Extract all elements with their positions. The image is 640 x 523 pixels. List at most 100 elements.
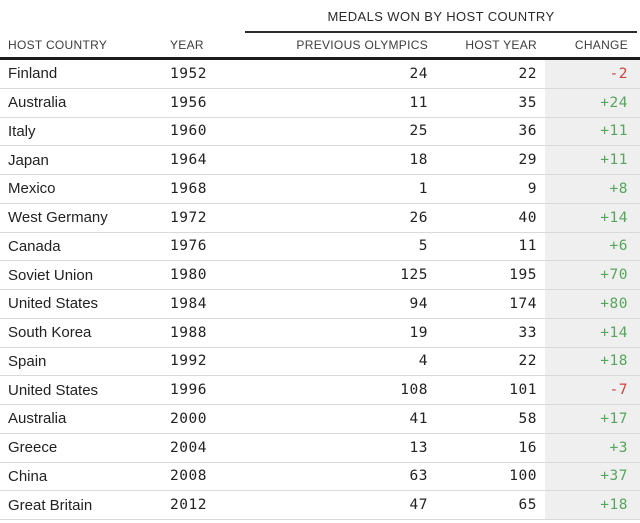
column-header-year: YEAR xyxy=(170,38,204,52)
column-header-row: HOST COUNTRY YEAR PREVIOUS OLYMPICS HOST… xyxy=(0,33,640,60)
cell-country: Australia xyxy=(8,410,67,428)
cell-year: 1984 xyxy=(170,295,207,312)
cell-change: +6 xyxy=(545,232,640,261)
table-row: Finland 1952 24 22 -2 xyxy=(0,60,640,89)
cell-host-year: 22 xyxy=(518,65,537,82)
cell-change: +11 xyxy=(545,146,640,174)
cell-country: Italy xyxy=(8,122,36,140)
cell-change: +70 xyxy=(545,261,640,289)
cell-host-year: 100 xyxy=(509,468,537,485)
table-row: Japan 1964 18 29 +11 xyxy=(0,146,640,175)
cell-host-year: 58 xyxy=(518,410,537,427)
cell-host-year: 101 xyxy=(509,382,537,399)
cell-host-year: 174 xyxy=(509,295,537,312)
cell-year: 1960 xyxy=(170,123,207,140)
cell-change: +14 xyxy=(545,318,640,347)
table-row: Italy 1960 25 36 +11 xyxy=(0,117,640,147)
cell-country: Canada xyxy=(8,237,61,255)
table-row: Spain 1992 4 22 +18 xyxy=(0,347,640,377)
cell-change: -2 xyxy=(545,60,640,88)
cell-country: China xyxy=(8,467,48,485)
cell-change: +11 xyxy=(545,117,640,146)
column-header-host-country: HOST COUNTRY xyxy=(8,38,108,52)
table-row: Canada 1976 5 11 +6 xyxy=(0,232,640,262)
cell-previous-olympics: 125 xyxy=(400,267,428,284)
cell-previous-olympics: 19 xyxy=(409,324,428,341)
cell-previous-olympics: 5 xyxy=(418,238,428,255)
cell-previous-olympics: 26 xyxy=(409,209,428,226)
cell-host-year: 22 xyxy=(518,353,537,370)
cell-year: 1976 xyxy=(170,238,207,255)
cell-year: 1972 xyxy=(170,209,207,226)
cell-previous-olympics: 4 xyxy=(418,353,428,370)
cell-year: 2012 xyxy=(170,497,207,514)
column-header-change: CHANGE xyxy=(574,38,628,52)
table-row: Australia 2000 41 58 +17 xyxy=(0,405,640,434)
cell-previous-olympics: 25 xyxy=(409,123,428,140)
cell-host-year: 40 xyxy=(518,209,537,226)
cell-previous-olympics: 41 xyxy=(409,410,428,427)
cell-previous-olympics: 11 xyxy=(409,94,428,111)
cell-change: +14 xyxy=(545,203,640,232)
cell-previous-olympics: 13 xyxy=(409,439,428,456)
cell-year: 1996 xyxy=(170,382,207,399)
column-header-previous-olympics: PREVIOUS OLYMPICS xyxy=(296,38,428,52)
cell-previous-olympics: 94 xyxy=(409,295,428,312)
cell-change: +3 xyxy=(545,433,640,462)
table-row: Great Britain 2012 47 65 +18 xyxy=(0,491,640,520)
cell-previous-olympics: 24 xyxy=(409,65,428,82)
cell-change: +80 xyxy=(545,290,640,318)
cell-change: +8 xyxy=(545,175,640,203)
cell-change: -7 xyxy=(545,376,640,404)
cell-previous-olympics: 63 xyxy=(409,468,428,485)
table-row: Mexico 1968 1 9 +8 xyxy=(0,175,640,204)
table-row: United States 1984 94 174 +80 xyxy=(0,290,640,319)
cell-host-year: 9 xyxy=(527,180,537,197)
cell-previous-olympics: 1 xyxy=(418,180,428,197)
cell-country: Greece xyxy=(8,439,58,457)
column-header-host-year: HOST YEAR xyxy=(465,38,537,52)
table-row: Australia 1956 11 35 +24 xyxy=(0,88,640,118)
cell-host-year: 16 xyxy=(518,439,537,456)
cell-country: United States xyxy=(8,381,99,399)
cell-year: 2008 xyxy=(170,468,207,485)
cell-year: 1964 xyxy=(170,152,207,169)
cell-country: Japan xyxy=(8,151,49,169)
cell-year: 1992 xyxy=(170,353,207,370)
cell-host-year: 11 xyxy=(518,238,537,255)
cell-host-year: 36 xyxy=(518,123,537,140)
cell-year: 2000 xyxy=(170,410,207,427)
table-row: South Korea 1988 19 33 +14 xyxy=(0,318,640,348)
cell-country: Soviet Union xyxy=(8,266,94,284)
table-span-title: MEDALS WON BY HOST COUNTRY xyxy=(245,0,637,33)
cell-year: 1956 xyxy=(170,94,207,111)
cell-year: 2004 xyxy=(170,439,207,456)
cell-host-year: 29 xyxy=(518,152,537,169)
cell-change: +18 xyxy=(545,347,640,376)
cell-host-year: 65 xyxy=(518,497,537,514)
cell-previous-olympics: 47 xyxy=(409,497,428,514)
cell-country: Great Britain xyxy=(8,496,93,514)
cell-year: 1952 xyxy=(170,65,207,82)
cell-year: 1968 xyxy=(170,180,207,197)
cell-country: Finland xyxy=(8,65,58,83)
cell-previous-olympics: 18 xyxy=(409,152,428,169)
cell-country: South Korea xyxy=(8,324,92,342)
cell-country: United States xyxy=(8,295,99,313)
cell-change: +24 xyxy=(545,88,640,117)
cell-change: +18 xyxy=(545,491,640,519)
cell-previous-olympics: 108 xyxy=(400,382,428,399)
table-row: Greece 2004 13 16 +3 xyxy=(0,433,640,463)
table-row: China 2008 63 100 +37 xyxy=(0,462,640,492)
cell-country: West Germany xyxy=(8,209,108,227)
table-body: Finland 1952 24 22 -2 Australia 1956 11 … xyxy=(0,60,640,520)
table-row: West Germany 1972 26 40 +14 xyxy=(0,203,640,233)
cell-country: Spain xyxy=(8,352,47,370)
cell-year: 1988 xyxy=(170,324,207,341)
cell-change: +37 xyxy=(545,462,640,491)
cell-country: Mexico xyxy=(8,180,56,198)
table-row: United States 1996 108 101 -7 xyxy=(0,376,640,405)
cell-host-year: 195 xyxy=(509,267,537,284)
table-row: Soviet Union 1980 125 195 +70 xyxy=(0,261,640,290)
